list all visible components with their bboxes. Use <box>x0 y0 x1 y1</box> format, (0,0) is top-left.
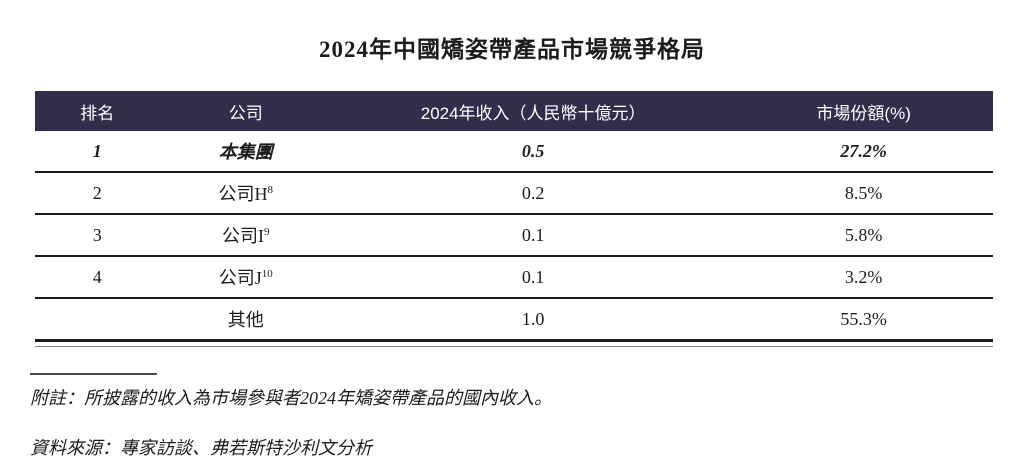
header-company: 公司 <box>228 103 263 123</box>
cell-rank: 3 <box>92 224 102 245</box>
cell-company: 公司H8 <box>160 180 332 206</box>
footnote-ref: 10 <box>261 268 273 280</box>
cell-market-share: 55.3% <box>840 308 887 329</box>
table-row-others: 其他 1.0 55.3% <box>35 299 993 342</box>
source-text: 資料來源：專家訪談、弗若斯特沙利文分析 <box>30 438 372 458</box>
cell-company: 其他 <box>160 306 332 332</box>
cell-revenue: 0.5 <box>521 140 545 161</box>
cell-revenue: 0.1 <box>521 224 545 245</box>
cell-revenue: 1.0 <box>521 308 545 329</box>
cell-company: 公司I9 <box>160 222 332 248</box>
cell-revenue: 0.2 <box>521 182 545 203</box>
cell-rank: 4 <box>92 266 102 287</box>
cell-revenue: 0.1 <box>521 266 545 287</box>
footnote-divider <box>30 373 157 375</box>
company-name: 公司H <box>218 184 268 204</box>
footnote-text: 附註：所披露的收入為市場參與者2024年矯姿帶產品的國內收入。 <box>30 388 552 408</box>
cell-market-share: 8.5% <box>844 182 883 203</box>
table-bottom-thin-rule <box>35 346 993 347</box>
header-market-share: 市場份額(%) <box>816 103 911 123</box>
cell-rank: 2 <box>92 182 102 203</box>
cell-company: 公司J10 <box>160 264 332 290</box>
cell-company: 本集團 <box>160 138 332 164</box>
footnote-ref: 9 <box>264 226 270 238</box>
table-header-row: 排名 公司 2024年收入（人民幣十億元） 市場份額(%) <box>35 91 993 131</box>
cell-market-share: 3.2% <box>844 266 883 287</box>
cell-market-share: 27.2% <box>840 140 887 161</box>
footnote-ref: 8 <box>267 184 274 196</box>
company-name: 公司I <box>222 226 264 246</box>
company-name: 其他 <box>227 310 264 330</box>
company-name: 本集團 <box>218 142 273 162</box>
cell-market-share: 5.8% <box>844 224 883 245</box>
company-name: 公司J <box>218 268 262 288</box>
table-row-group: 1 本集團 0.5 27.2% <box>35 131 993 173</box>
cell-rank: 1 <box>92 140 102 161</box>
table-row-company-h: 2 公司H8 0.2 8.5% <box>35 173 993 215</box>
page-title: 2024年中國矯姿帶產品市場競爭格局 <box>319 37 705 62</box>
table-row-company-i: 3 公司I9 0.1 5.8% <box>35 215 993 257</box>
market-competition-table: 排名 公司 2024年收入（人民幣十億元） 市場份額(%) 1 本集團 0.5 … <box>35 91 993 342</box>
header-rank: 排名 <box>80 103 115 123</box>
table-row-company-j: 4 公司J10 0.1 3.2% <box>35 257 993 299</box>
header-revenue: 2024年收入（人民幣十億元） <box>420 103 646 123</box>
